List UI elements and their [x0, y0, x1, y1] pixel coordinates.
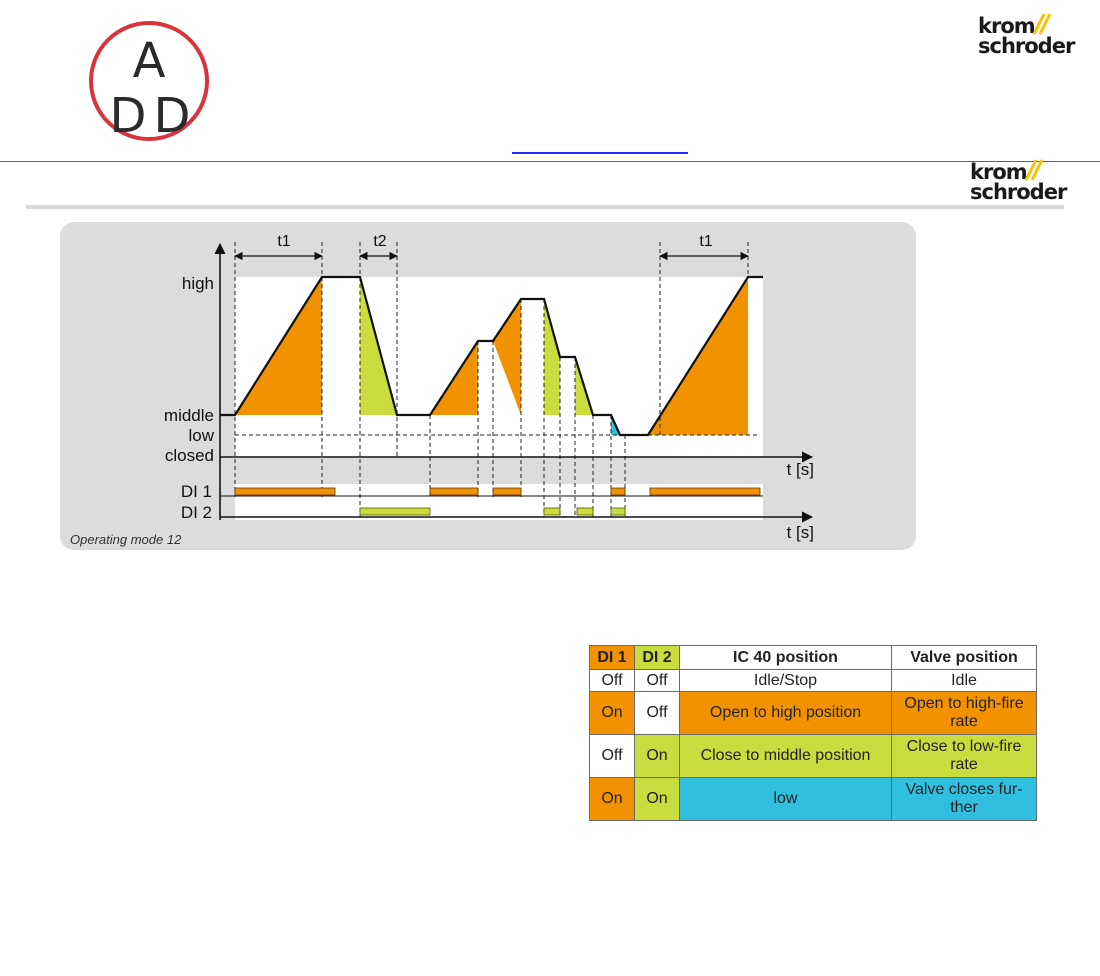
- brand-line1: krom: [970, 160, 1028, 184]
- table-header-row: DI 1 DI 2 IC 40 position Valve position: [589, 645, 1037, 670]
- table-row: Off Off Idle/Stop Idle: [589, 669, 1037, 692]
- di1-bar: [429, 487, 479, 496]
- hyperlink-underline[interactable]: [512, 152, 688, 154]
- interval-label-t2: t2: [373, 233, 386, 250]
- position-trace: [220, 275, 763, 437]
- di1-signal: [234, 487, 761, 496]
- level-low: low: [188, 426, 214, 445]
- di2-signal: [359, 507, 626, 516]
- di2-bar: [610, 507, 626, 516]
- level-high: high: [182, 274, 214, 293]
- di1-bar: [649, 487, 761, 496]
- time-markers: [234, 242, 760, 517]
- header-di1: DI 1: [589, 645, 635, 670]
- cell-ic40: low: [679, 777, 892, 821]
- kromschroder-logo-page: krom schroder: [970, 159, 1067, 204]
- level-closed: closed: [165, 446, 214, 465]
- interval-label-t1b: t1: [699, 233, 712, 250]
- header-divider: [0, 161, 1100, 162]
- header-valve: Valve position: [891, 645, 1037, 670]
- cell-ic40: Open to high position: [679, 691, 892, 735]
- table-row: On On low Valve closes fur-ther: [589, 777, 1037, 821]
- timing-diagram: high middle low closed t [s] t [s] t1 t2…: [60, 222, 916, 550]
- di-function-table: DI 1 DI 2 IC 40 position Valve position …: [589, 645, 1037, 821]
- time-axis-label-2: t [s]: [787, 523, 814, 542]
- cell-di2: Off: [634, 691, 680, 735]
- add-logo: A D D: [89, 21, 209, 142]
- brand-slash-icon: [1024, 159, 1044, 181]
- di1-bar: [610, 487, 626, 496]
- brand-slash-icon: [1032, 13, 1052, 35]
- interval-label-t1: t1: [277, 233, 290, 250]
- diagram-caption: Operating mode 12: [70, 532, 182, 547]
- cell-di1: Off: [589, 734, 635, 778]
- input-label-di1: DI 1: [181, 482, 212, 501]
- logo-letter-d1: D: [110, 88, 147, 142]
- cell-di1: On: [589, 777, 635, 821]
- level-middle: middle: [164, 406, 214, 425]
- cell-valve: Close to low-fire rate: [891, 734, 1037, 778]
- cell-valve: Idle: [891, 669, 1037, 692]
- di2-bar: [543, 507, 561, 516]
- brand-line2: schroder: [970, 180, 1067, 204]
- table-row: Off On Close to middle position Close to…: [589, 734, 1037, 778]
- header-ic40: IC 40 position: [679, 645, 892, 670]
- cell-ic40: Close to middle position: [679, 734, 892, 778]
- cell-valve: Open to high-fire rate: [891, 691, 1037, 735]
- section-divider: [26, 205, 1064, 209]
- cell-di2: Off: [634, 669, 680, 692]
- brand-line1: krom: [978, 14, 1036, 38]
- close-ramp-2: [544, 299, 560, 415]
- logo-letter-a: A: [133, 33, 166, 89]
- cell-ic40: Idle/Stop: [679, 669, 892, 692]
- cell-valve: Valve closes fur-ther: [891, 777, 1037, 821]
- time-axis-label: t [s]: [787, 460, 814, 479]
- cell-di1: On: [589, 691, 635, 735]
- kromschroder-logo-top: krom schroder: [978, 13, 1075, 58]
- logo-letter-d2: D: [154, 88, 191, 142]
- open-ramp-3: [493, 299, 521, 415]
- table-row: On Off Open to high position Open to hig…: [589, 691, 1037, 735]
- di2-bar: [576, 507, 594, 516]
- cell-di2: On: [634, 777, 680, 821]
- cell-di2: On: [634, 734, 680, 778]
- di1-bar: [234, 487, 336, 496]
- di2-bar: [359, 507, 431, 516]
- di1-bar: [492, 487, 522, 496]
- brand-line2: schroder: [978, 34, 1075, 58]
- input-label-di2: DI 2: [181, 503, 212, 522]
- cell-di1: Off: [589, 669, 635, 692]
- header-di2: DI 2: [634, 645, 680, 670]
